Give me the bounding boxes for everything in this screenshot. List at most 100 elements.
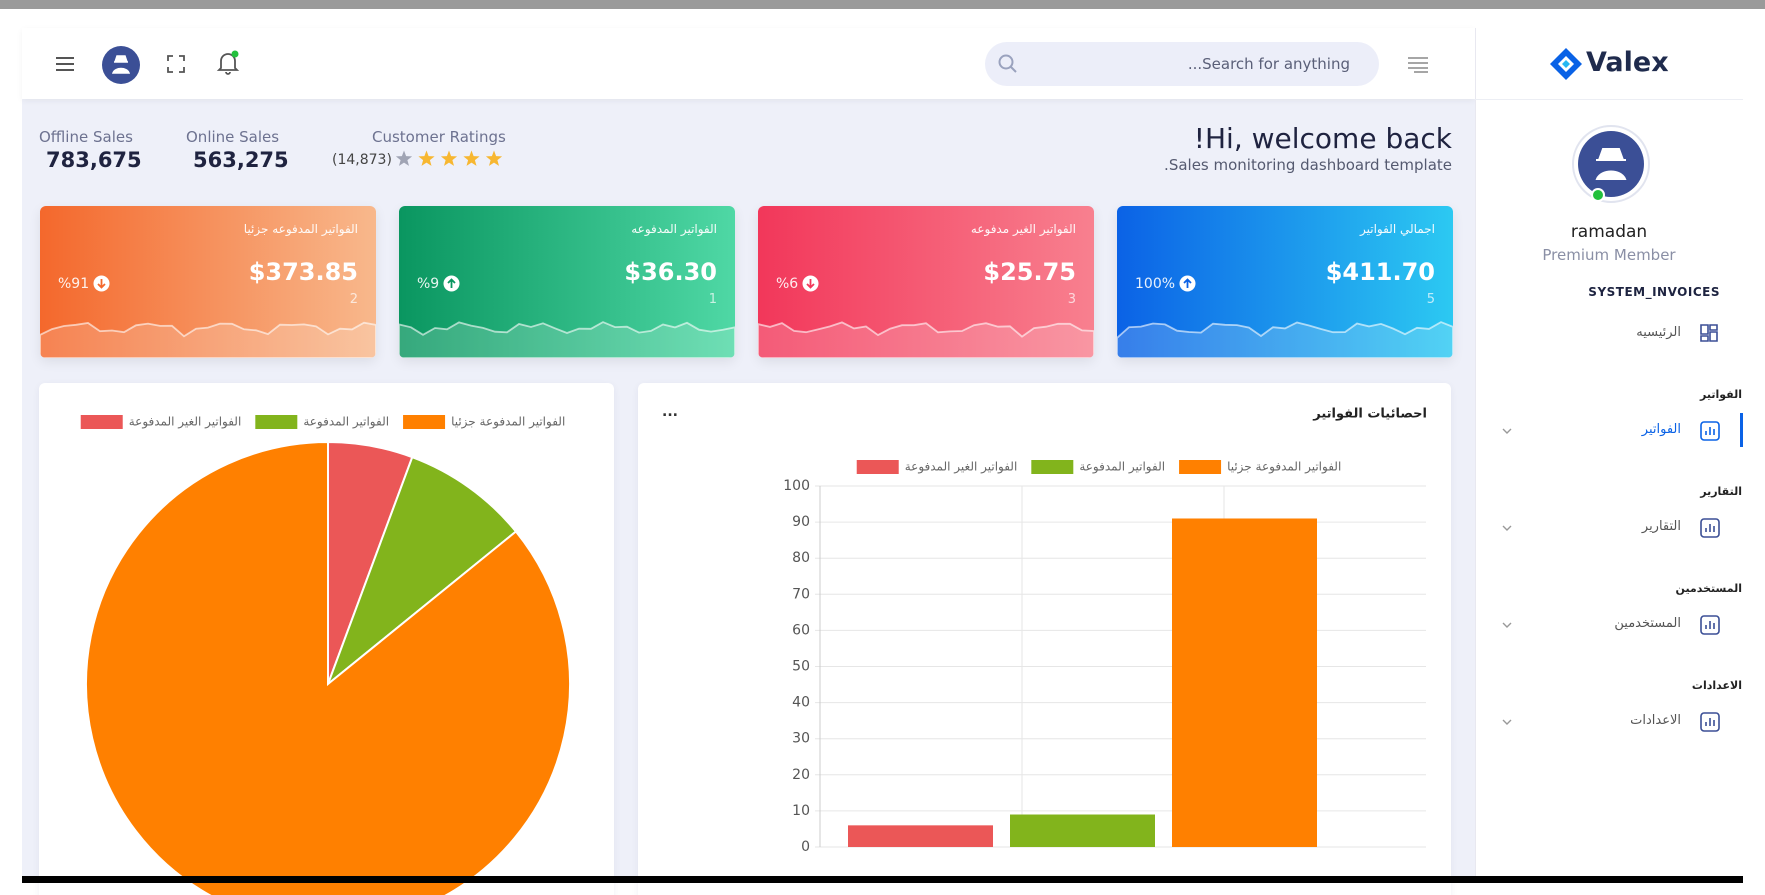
menu-toggle[interactable] bbox=[54, 54, 76, 74]
nav-item[interactable]: الفواتير bbox=[1641, 422, 1681, 437]
nav-chevron[interactable] bbox=[1501, 717, 1513, 727]
legend-label: الفواتير الغير المدفوعة bbox=[905, 460, 1018, 475]
legend-swatch bbox=[80, 415, 123, 429]
legend: الفواتير الغير المدفوعة الفواتير المدفوعة… bbox=[80, 415, 565, 430]
nav-item[interactable]: المستخدمين bbox=[1614, 616, 1681, 631]
chart-menu: ... bbox=[662, 404, 678, 420]
welcome-title: !Hi, welcome back bbox=[1193, 122, 1452, 155]
card-count: 3 bbox=[1067, 292, 1076, 307]
y-tick-label: 30 bbox=[792, 731, 810, 747]
nav-group-title: التقارير bbox=[1700, 485, 1742, 498]
card-change-icon bbox=[443, 275, 460, 292]
star bbox=[440, 150, 458, 166]
card-change-icon bbox=[802, 275, 819, 292]
card-change-text: 100% bbox=[1135, 275, 1176, 292]
nav-chevron[interactable] bbox=[1501, 620, 1513, 630]
card-amount: $36.30 bbox=[624, 258, 717, 286]
legend: الفواتير الغير المدفوعة الفواتير المدفوعة… bbox=[856, 460, 1341, 475]
brand-name[interactable]: Valex bbox=[1586, 47, 1669, 78]
nav-group-title: الفواتير bbox=[1700, 388, 1742, 401]
icon-arrow bbox=[1183, 278, 1192, 288]
legend-label: الفواتير المدفوعة bbox=[303, 415, 389, 430]
card-title: الفواتير الغير مدفوعه bbox=[970, 222, 1076, 236]
stat-value: 563,275 bbox=[193, 148, 289, 172]
stat-card: الفواتير المدفوعه جزئيا $373.85 2 %91 bbox=[40, 206, 376, 358]
card-change-text: %6 bbox=[776, 275, 799, 292]
legend-label: الفواتير الغير المدفوعة bbox=[129, 415, 242, 430]
header-avatar[interactable] bbox=[101, 45, 141, 85]
bar bbox=[1172, 518, 1317, 847]
stat-label: Offline Sales bbox=[39, 128, 133, 146]
fullscreen-button[interactable] bbox=[166, 54, 186, 74]
stat-card: الفواتير الغير مدفوعه $25.75 3 %6 bbox=[758, 206, 1094, 358]
card-change-text: %91 bbox=[58, 275, 90, 292]
card-change: %9 bbox=[417, 275, 460, 292]
card-title: اجمالي الفواتير bbox=[1360, 222, 1435, 236]
search-placeholder: ...Search for anything bbox=[1187, 55, 1350, 73]
card-change-icon bbox=[1179, 275, 1196, 292]
nav-group-title: الاعدادات bbox=[1691, 679, 1742, 692]
sidebar-section: SYSTEM_INVOICES bbox=[1588, 285, 1720, 299]
y-tick-label: 0 bbox=[801, 839, 810, 855]
star bbox=[485, 150, 503, 166]
nav-chevron[interactable] bbox=[1501, 426, 1513, 436]
bar bbox=[848, 825, 993, 847]
active-indicator bbox=[1740, 413, 1743, 447]
bottom-bar bbox=[22, 876, 1743, 883]
card-title: الفواتير المدفوعه جزئيا bbox=[243, 222, 358, 236]
brand-logo bbox=[1550, 48, 1582, 80]
legend-label: الفواتير المدفوعة جزئيا bbox=[1227, 460, 1341, 475]
y-tick-label: 100 bbox=[783, 478, 810, 494]
user-name: ramadan bbox=[1570, 222, 1648, 242]
card-sparkline bbox=[758, 321, 1094, 358]
card-change: 100% bbox=[1135, 275, 1196, 292]
sparkline-area bbox=[40, 321, 376, 358]
card-sparkline bbox=[1117, 321, 1453, 358]
home-icon bbox=[1700, 324, 1718, 342]
nav-icon bbox=[1700, 421, 1720, 441]
card-amount: $25.75 bbox=[983, 258, 1076, 286]
card-count: 2 bbox=[349, 292, 358, 307]
card-sparkline bbox=[40, 321, 376, 358]
card-change: %6 bbox=[776, 275, 819, 292]
nav-home[interactable]: الرئيسيه bbox=[1636, 325, 1681, 340]
legend-label: الفواتير المدفوعة bbox=[1079, 460, 1165, 475]
search-box[interactable] bbox=[985, 42, 1379, 86]
card-count: 5 bbox=[1426, 292, 1435, 307]
card-amount: $373.85 bbox=[248, 258, 358, 286]
stat-card: الفواتير المدفوعه $36.30 1 %9 bbox=[399, 206, 735, 358]
sparkline-area bbox=[399, 321, 735, 358]
welcome-subtitle: .Sales monitoring dashboard template bbox=[1164, 156, 1452, 174]
nav-group-title: المستخدمين bbox=[1675, 582, 1742, 595]
search-icon bbox=[998, 54, 1017, 73]
star bbox=[463, 150, 480, 166]
icon-arrow bbox=[447, 278, 456, 288]
pie-slice bbox=[85, 440, 571, 895]
nav-item[interactable]: التقارير bbox=[1641, 519, 1681, 534]
legend-swatch bbox=[856, 460, 899, 474]
sparkline-area bbox=[1117, 321, 1453, 358]
card-amount: $411.70 bbox=[1325, 258, 1435, 286]
ratings-count: (14,873) bbox=[332, 152, 392, 168]
browser-strip bbox=[0, 0, 1765, 9]
notifications-button[interactable] bbox=[216, 50, 240, 76]
header-menu[interactable] bbox=[1406, 55, 1430, 73]
bar bbox=[1010, 814, 1155, 847]
rating-stars bbox=[395, 150, 503, 166]
chart-title: احصائيات الفواتير bbox=[1312, 407, 1427, 422]
sidebar-avatar bbox=[1572, 125, 1650, 203]
y-tick-label: 90 bbox=[792, 514, 810, 530]
y-tick-label: 10 bbox=[792, 803, 810, 819]
icon-arrow bbox=[97, 279, 106, 289]
nav-item[interactable]: الاعدادات bbox=[1630, 713, 1681, 728]
nav-chevron[interactable] bbox=[1501, 523, 1513, 533]
stat-value: 783,675 bbox=[46, 148, 142, 172]
y-tick-label: 20 bbox=[792, 767, 810, 783]
card-change: %91 bbox=[58, 275, 110, 292]
legend-swatch bbox=[1179, 460, 1222, 474]
card-title: الفواتير المدفوعه bbox=[631, 222, 717, 236]
stat-card: اجمالي الفواتير $411.70 5 100% bbox=[1117, 206, 1453, 358]
icon-arrow bbox=[806, 279, 815, 289]
